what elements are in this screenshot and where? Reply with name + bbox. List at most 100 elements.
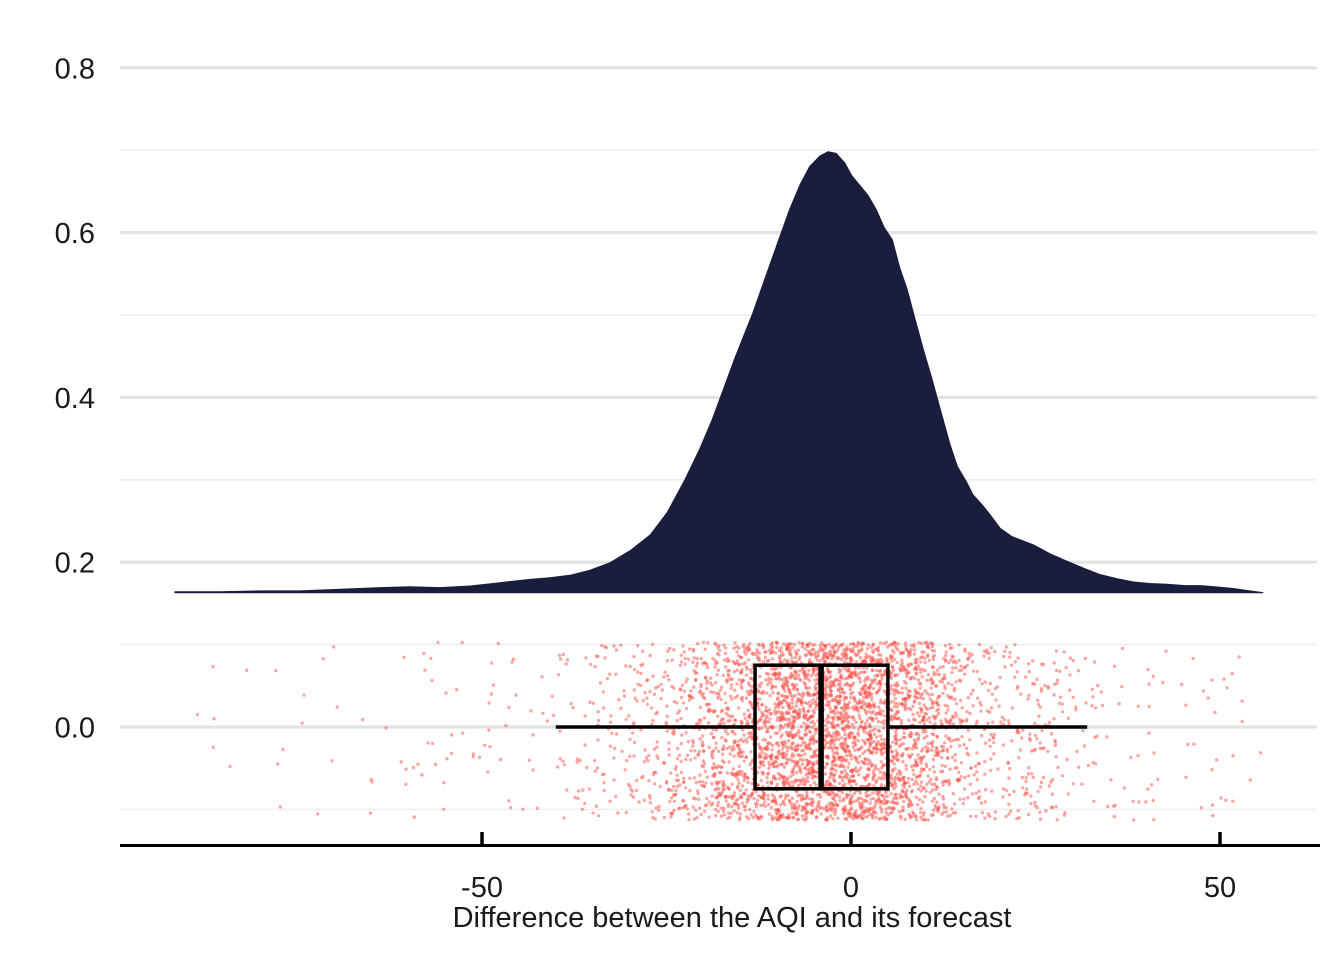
rain-point	[583, 714, 587, 718]
rain-point	[692, 685, 696, 689]
rain-point	[958, 721, 963, 725]
rain-point	[765, 741, 770, 746]
rain-point	[884, 801, 888, 806]
rain-point	[899, 668, 903, 672]
rain-point	[1049, 780, 1053, 784]
rain-point	[811, 714, 815, 718]
rain-point	[848, 659, 853, 664]
rain-point	[918, 773, 922, 777]
rain-point	[922, 722, 927, 726]
rain-point	[1054, 649, 1059, 653]
rain-point	[827, 642, 831, 647]
rain-point	[778, 773, 782, 777]
rain-point	[682, 780, 686, 784]
rain-point	[720, 790, 724, 795]
rain-point	[740, 678, 745, 682]
rain-point	[862, 775, 867, 780]
rain-point	[602, 781, 606, 785]
rain-point	[931, 765, 935, 769]
rain-point	[796, 743, 800, 747]
rain-point	[596, 654, 600, 659]
rain-point	[799, 753, 804, 758]
rain-point	[943, 764, 948, 768]
rain-point	[594, 804, 599, 808]
rain-point	[575, 760, 579, 764]
rain-point	[947, 780, 952, 785]
rain-point	[774, 645, 779, 650]
rain-point	[895, 758, 900, 762]
rain-point	[744, 696, 749, 700]
rain-point	[750, 734, 754, 738]
rain-point	[935, 734, 939, 738]
rain-point	[608, 672, 612, 676]
rain-point	[420, 773, 424, 777]
rain-point	[856, 796, 861, 800]
rain-point	[384, 726, 388, 730]
rain-point	[914, 818, 919, 822]
rain-point	[888, 654, 893, 658]
density-area	[174, 151, 1264, 594]
rain-point	[893, 731, 898, 735]
rain-point	[669, 815, 673, 819]
rain-point	[791, 725, 796, 729]
rain-point	[853, 755, 857, 759]
rain-point	[717, 691, 721, 695]
x-tick-label: 0	[843, 872, 859, 904]
rain-point	[949, 717, 953, 722]
rain-point	[878, 805, 882, 809]
rain-point	[784, 793, 788, 798]
rain-point	[827, 720, 831, 724]
rain-point	[713, 771, 717, 776]
rain-point	[896, 642, 900, 646]
rain-point	[426, 741, 430, 745]
rain-point	[728, 815, 732, 819]
rain-point	[759, 803, 763, 808]
rain-point	[892, 796, 896, 801]
rain-point	[723, 729, 728, 734]
y-tick-label: 0.0	[55, 713, 95, 745]
rain-point	[894, 792, 898, 796]
rain-point	[681, 776, 686, 780]
rain-point	[562, 763, 567, 767]
rain-point	[834, 695, 838, 700]
rain-point	[720, 708, 725, 712]
rain-point	[948, 722, 952, 726]
rain-point	[904, 700, 908, 704]
rain-point	[730, 697, 734, 701]
rain-point	[794, 704, 799, 708]
rain-point	[850, 722, 855, 727]
rain-point	[882, 777, 886, 781]
rain-point	[932, 770, 936, 774]
rain-point	[692, 817, 696, 821]
rain-point	[884, 807, 888, 811]
rain-point	[857, 713, 861, 718]
rain-point	[881, 726, 886, 730]
rain-point	[971, 669, 976, 673]
rain-point	[827, 694, 831, 698]
rain-point	[813, 685, 817, 689]
rain-point	[1096, 683, 1100, 688]
rain-point	[800, 645, 804, 649]
rain-point	[636, 644, 640, 648]
rain-point	[899, 743, 903, 747]
rain-point	[864, 794, 869, 798]
rain-point	[925, 750, 929, 754]
rain-point	[714, 642, 718, 647]
rain-point	[908, 799, 912, 803]
rain-point	[911, 717, 916, 721]
rain-point	[617, 697, 621, 702]
rain-point	[655, 740, 659, 744]
rain-point	[1086, 763, 1091, 768]
rain-point	[702, 761, 707, 766]
rain-point	[730, 782, 734, 786]
rain-point	[844, 711, 849, 715]
rain-point	[847, 777, 851, 781]
rain-point	[729, 677, 733, 681]
rain-point	[713, 813, 718, 818]
rain-point	[1018, 748, 1023, 752]
rain-point	[1147, 704, 1151, 709]
rain-point	[754, 789, 758, 794]
rain-point	[765, 691, 769, 695]
rain-point	[1008, 650, 1012, 655]
rain-point	[790, 701, 795, 705]
